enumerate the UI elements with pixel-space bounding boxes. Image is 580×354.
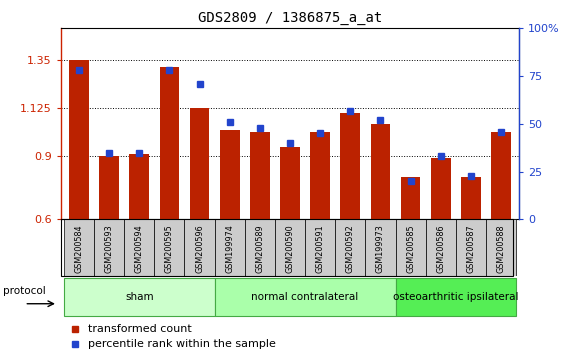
Bar bbox=[124, 219, 154, 276]
Text: transformed count: transformed count bbox=[88, 324, 192, 333]
Bar bbox=[365, 219, 396, 276]
Bar bbox=[456, 219, 486, 276]
Text: GSM200590: GSM200590 bbox=[285, 224, 295, 273]
Bar bbox=[184, 219, 215, 276]
Bar bbox=[335, 219, 365, 276]
Text: GSM199974: GSM199974 bbox=[225, 224, 234, 273]
Text: GSM200584: GSM200584 bbox=[74, 224, 84, 273]
Bar bbox=[340, 113, 360, 347]
Text: GSM200592: GSM200592 bbox=[346, 224, 355, 273]
Title: GDS2809 / 1386875_a_at: GDS2809 / 1386875_a_at bbox=[198, 11, 382, 24]
Text: GSM199973: GSM199973 bbox=[376, 224, 385, 273]
Bar bbox=[160, 67, 179, 347]
Text: GSM200589: GSM200589 bbox=[255, 224, 264, 273]
Bar bbox=[461, 177, 481, 347]
Text: GSM200595: GSM200595 bbox=[165, 224, 174, 273]
Text: GSM200591: GSM200591 bbox=[316, 224, 325, 273]
Text: GSM200586: GSM200586 bbox=[436, 224, 445, 273]
Text: GSM200596: GSM200596 bbox=[195, 224, 204, 273]
Bar bbox=[220, 130, 240, 347]
Bar bbox=[401, 177, 420, 347]
Text: osteoarthritic ipsilateral: osteoarthritic ipsilateral bbox=[393, 292, 519, 302]
Bar bbox=[64, 278, 215, 316]
Text: GSM200594: GSM200594 bbox=[135, 224, 144, 273]
Bar bbox=[215, 219, 245, 276]
Text: GSM200588: GSM200588 bbox=[496, 224, 506, 273]
Bar bbox=[69, 60, 89, 347]
Bar bbox=[190, 108, 209, 347]
Bar bbox=[154, 219, 184, 276]
Bar bbox=[396, 219, 426, 276]
Bar bbox=[305, 219, 335, 276]
Bar bbox=[310, 132, 330, 347]
Bar bbox=[486, 219, 516, 276]
Bar bbox=[250, 132, 270, 347]
Bar bbox=[215, 278, 396, 316]
Text: GSM200593: GSM200593 bbox=[104, 224, 114, 273]
Bar bbox=[129, 154, 149, 347]
Bar bbox=[426, 219, 456, 276]
Bar bbox=[491, 132, 511, 347]
Text: normal contralateral: normal contralateral bbox=[252, 292, 358, 302]
Bar bbox=[396, 278, 516, 316]
Bar bbox=[64, 219, 94, 276]
Bar bbox=[431, 158, 451, 347]
Bar bbox=[371, 124, 390, 347]
Text: sham: sham bbox=[125, 292, 154, 302]
Bar bbox=[280, 147, 300, 347]
Bar bbox=[99, 156, 119, 347]
Bar bbox=[275, 219, 305, 276]
Text: percentile rank within the sample: percentile rank within the sample bbox=[88, 339, 276, 349]
Bar bbox=[94, 219, 124, 276]
Text: GSM200587: GSM200587 bbox=[466, 224, 476, 273]
Text: GSM200585: GSM200585 bbox=[406, 224, 415, 273]
Bar bbox=[245, 219, 275, 276]
Text: protocol: protocol bbox=[3, 286, 46, 296]
